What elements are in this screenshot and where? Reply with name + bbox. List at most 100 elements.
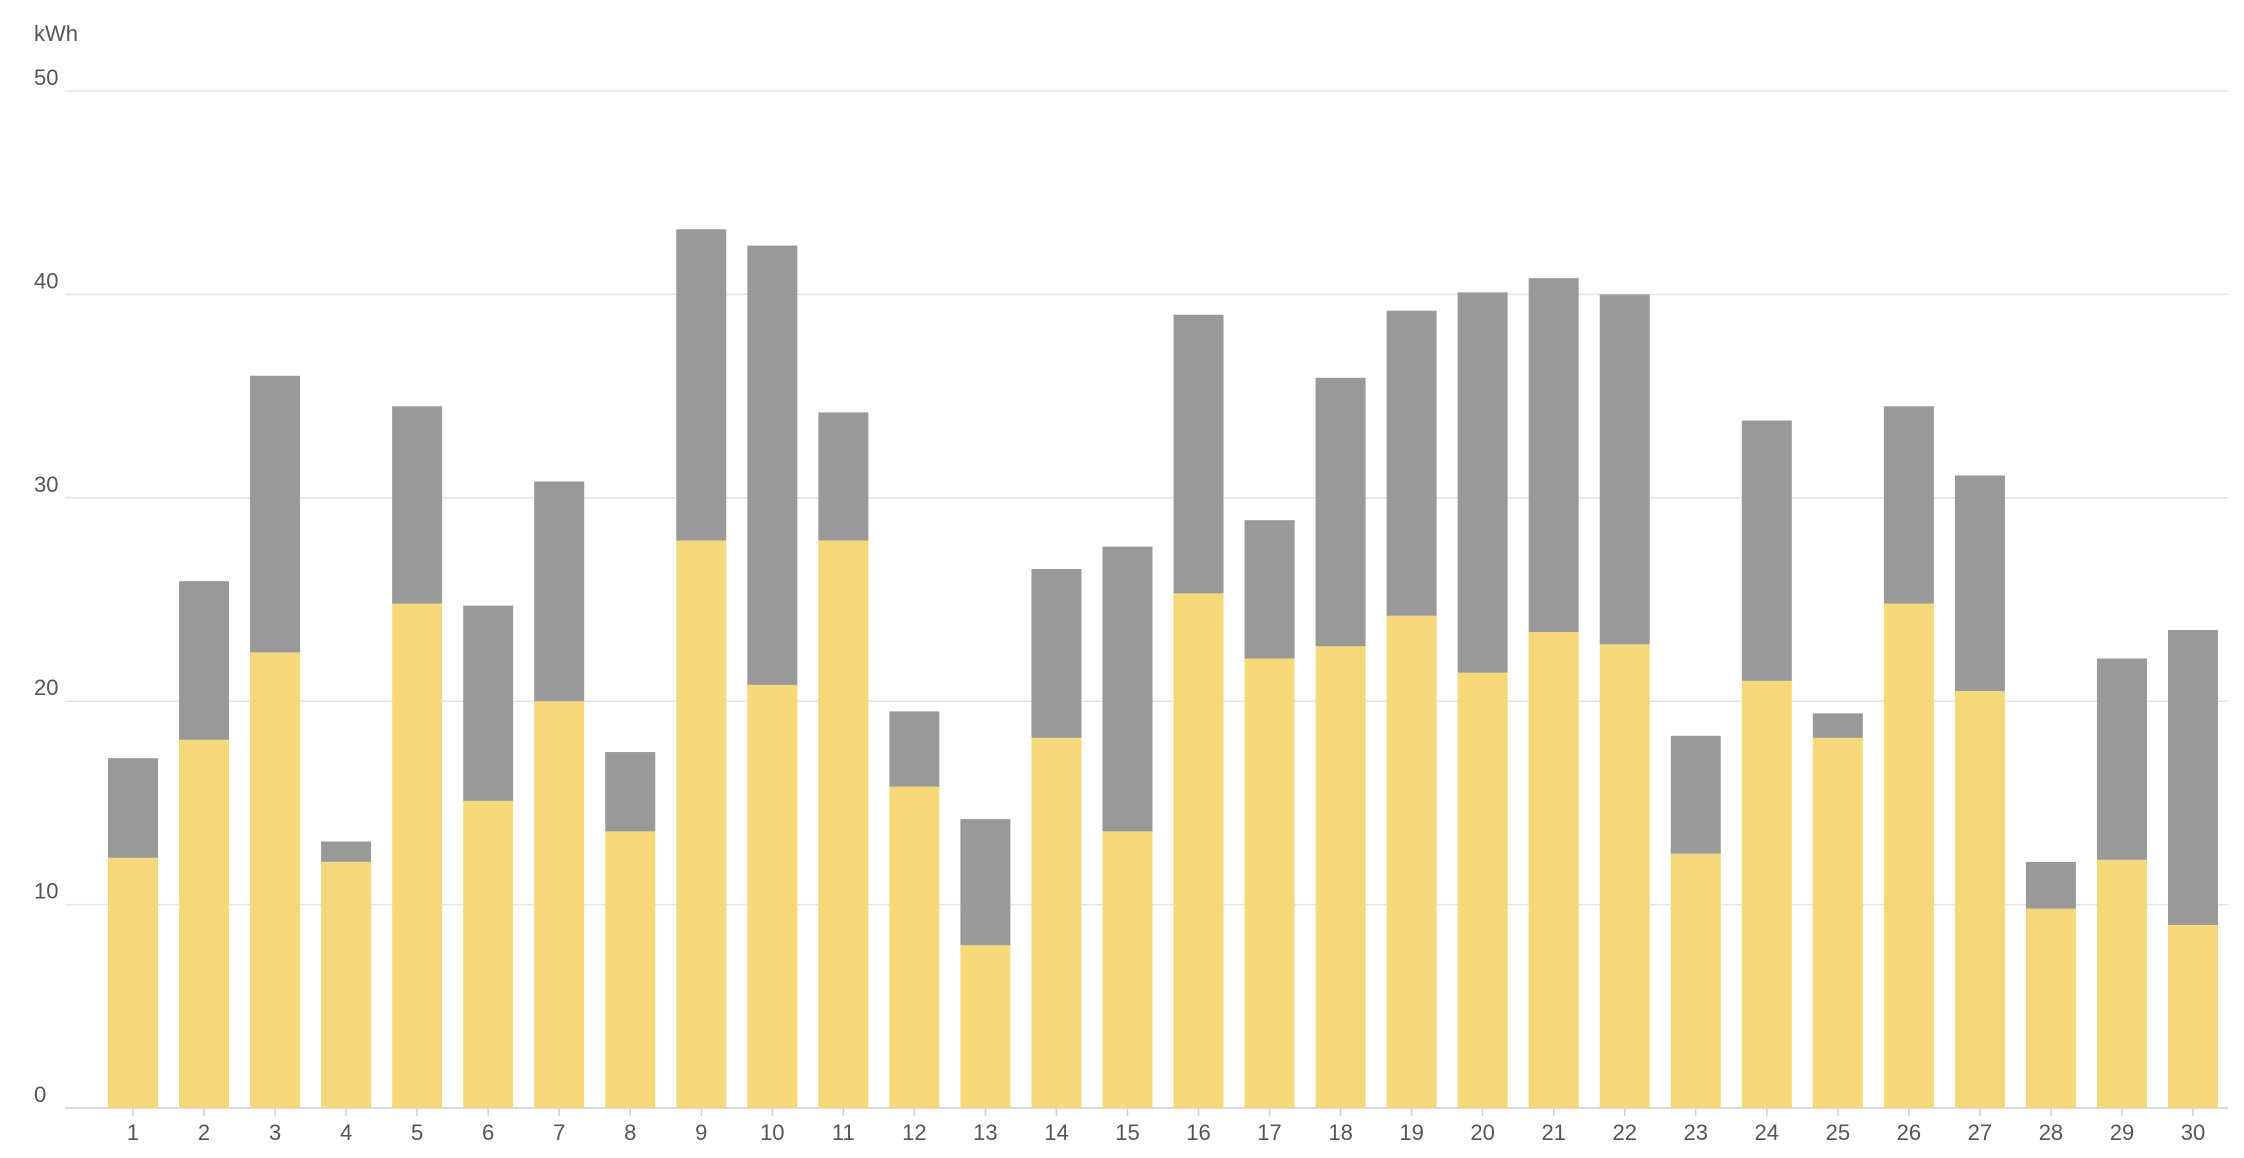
bar-segment-yellow xyxy=(1883,603,1934,1108)
x-tick-label: 17 xyxy=(1257,1120,1281,1145)
bar-segment-gray xyxy=(179,581,230,740)
bar-segment-gray xyxy=(605,752,656,832)
bar-segment-gray xyxy=(1883,406,1934,604)
bar-segment-gray xyxy=(1741,420,1792,681)
x-tick-label: 5 xyxy=(411,1120,423,1145)
bar-segment-gray xyxy=(889,711,940,787)
y-tick-label: 10 xyxy=(34,879,58,904)
bars xyxy=(108,229,2218,1108)
x-tick-label: 18 xyxy=(1328,1120,1352,1145)
bar-segment-gray xyxy=(747,245,798,685)
x-tick-label: 15 xyxy=(1115,1120,1139,1145)
bar-segment-gray xyxy=(1244,520,1295,659)
bar-segment-yellow xyxy=(960,945,1011,1108)
bar-segment-yellow xyxy=(108,857,158,1108)
x-tick-label: 9 xyxy=(695,1120,707,1145)
x-tick-label: 20 xyxy=(1470,1120,1494,1145)
bar-segment-gray xyxy=(1315,377,1366,647)
bar-segment-yellow xyxy=(1244,658,1295,1108)
x-axis-tick-labels: 1 2 3 4 5 6 7 8 9 10 11 12 13 14 15 16 17 18 19 20 21 22 23 24 2… xyxy=(127,1108,2205,1145)
x-tick-label: 26 xyxy=(1897,1120,1921,1145)
bar-segment-yellow xyxy=(1315,646,1366,1108)
x-tick-label: 1 xyxy=(127,1120,139,1145)
bar-segment-yellow xyxy=(1741,680,1792,1108)
bar-segment-yellow xyxy=(1173,593,1224,1108)
x-tick-label: 8 xyxy=(624,1120,636,1145)
bar-segment-gray xyxy=(676,229,727,541)
bar-segment-yellow xyxy=(889,786,940,1108)
bar-segment-gray xyxy=(1457,292,1508,673)
x-tick-label: 12 xyxy=(902,1120,926,1145)
bar-segment-yellow xyxy=(1031,737,1082,1108)
bar-segment-gray xyxy=(1599,294,1650,645)
x-tick-label: 29 xyxy=(2110,1120,2134,1145)
bar-segment-yellow xyxy=(2168,924,2218,1108)
bar-segment-yellow xyxy=(1457,672,1508,1108)
x-tick-label: 22 xyxy=(1612,1120,1636,1145)
bar-segment-yellow xyxy=(747,684,798,1108)
bar-segment-yellow xyxy=(605,831,656,1108)
bar-segment-yellow xyxy=(392,603,443,1108)
bar-segment-yellow xyxy=(179,739,230,1108)
x-tick-label: 2 xyxy=(198,1120,210,1145)
bar-segment-yellow xyxy=(1812,737,1863,1108)
bar-segment-yellow xyxy=(676,540,727,1108)
x-tick-label: 11 xyxy=(832,1120,855,1145)
y-tick-label: 0 xyxy=(34,1082,46,1107)
bar-segment-gray xyxy=(321,841,372,862)
bar-segment-yellow xyxy=(1102,831,1153,1108)
bar-segment-gray xyxy=(2096,658,2147,860)
bar-segment-yellow xyxy=(1954,691,2005,1108)
bar-segment-yellow xyxy=(2096,859,2147,1108)
bar-segment-gray xyxy=(1528,278,1579,633)
x-tick-label: 14 xyxy=(1044,1120,1068,1145)
bar-segment-yellow xyxy=(1386,615,1437,1108)
bar-segment-gray xyxy=(1386,310,1437,616)
bar-segment-yellow xyxy=(1599,644,1650,1108)
bar-segment-gray xyxy=(250,375,301,653)
bar-segment-yellow xyxy=(463,800,514,1108)
bar-segment-gray xyxy=(1031,568,1082,738)
x-tick-label: 16 xyxy=(1186,1120,1210,1145)
x-tick-label: 28 xyxy=(2039,1120,2063,1145)
bar-segment-yellow xyxy=(250,652,301,1108)
x-tick-label: 19 xyxy=(1399,1120,1423,1145)
bar-segment-gray xyxy=(108,758,158,858)
bar-segment-gray xyxy=(1954,475,2005,692)
bar-segment-yellow xyxy=(818,540,869,1108)
bar-segment-yellow xyxy=(534,701,585,1108)
x-tick-label: 23 xyxy=(1684,1120,1708,1145)
x-tick-label: 7 xyxy=(553,1120,565,1145)
x-tick-label: 3 xyxy=(269,1120,281,1145)
bar-segment-gray xyxy=(1670,735,1721,854)
bar-segment-yellow xyxy=(1528,632,1579,1108)
x-tick-label: 4 xyxy=(340,1120,352,1145)
x-tick-label: 21 xyxy=(1541,1120,1565,1145)
bar-segment-yellow xyxy=(321,861,372,1108)
x-tick-label: 30 xyxy=(2181,1120,2205,1145)
bar-segment-gray xyxy=(818,412,869,541)
bar-segment-yellow xyxy=(1670,853,1721,1108)
bar-segment-gray xyxy=(1173,314,1224,594)
x-tick-label: 6 xyxy=(482,1120,494,1145)
x-tick-label: 27 xyxy=(1968,1120,1992,1145)
bar-segment-gray xyxy=(463,605,514,801)
bar-segment-gray xyxy=(1102,546,1153,832)
bar-segment-gray xyxy=(1812,713,1863,738)
bar-segment-gray xyxy=(392,406,443,604)
bar-segment-yellow xyxy=(2025,908,2076,1108)
y-axis-unit-label: kWh xyxy=(34,21,78,46)
y-axis-tick-labels: 0 10 20 30 40 50 xyxy=(34,65,58,1107)
y-tick-label: 20 xyxy=(34,675,58,700)
y-tick-label: 40 xyxy=(34,268,58,293)
bar-segment-gray xyxy=(534,481,585,702)
y-tick-label: 50 xyxy=(34,65,58,90)
bar-segment-gray xyxy=(2025,861,2076,909)
x-tick-label: 24 xyxy=(1755,1120,1779,1145)
bar-segment-gray xyxy=(960,819,1011,946)
x-tick-label: 25 xyxy=(1826,1120,1850,1145)
x-tick-label: 13 xyxy=(973,1120,997,1145)
y-tick-label: 30 xyxy=(34,472,58,497)
